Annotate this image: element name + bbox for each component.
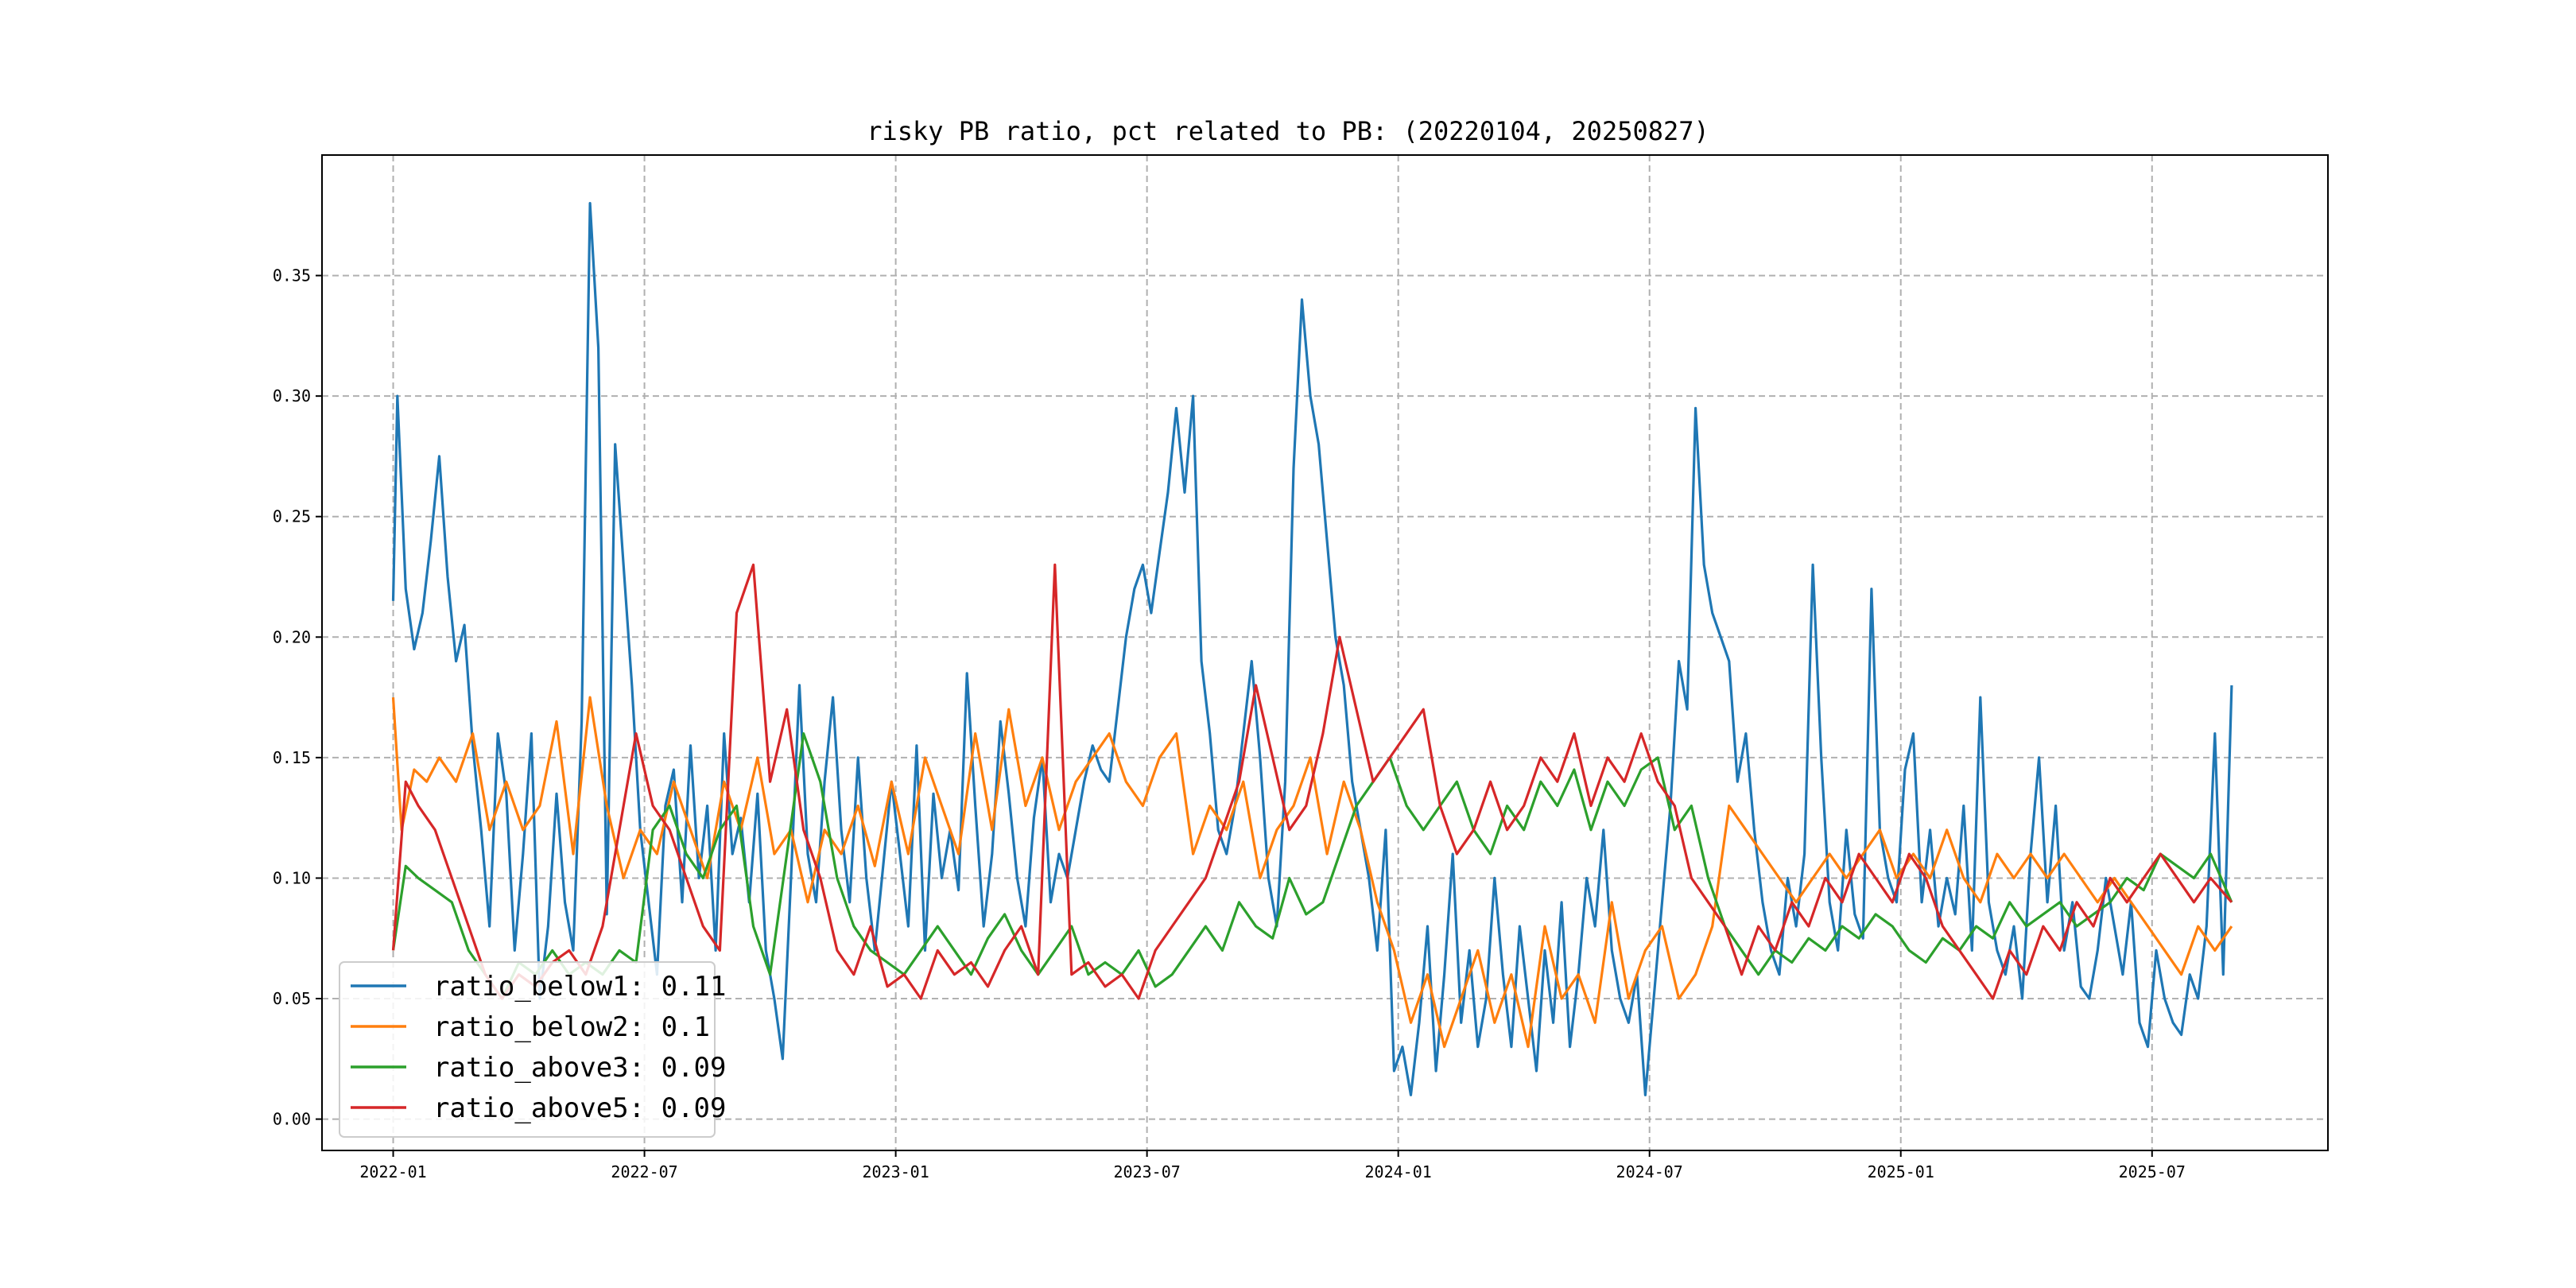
grid-lines [322, 155, 2328, 1150]
x-tick-label: 2023-01 [862, 1162, 929, 1181]
legend-box [339, 961, 716, 1138]
y-tick-label: 0.35 [273, 266, 311, 285]
legend: ratio_below1: 0.11 ratio_below2: 0.1 ratio… [339, 961, 726, 1138]
x-tick-label: 2022-07 [611, 1162, 677, 1181]
y-tick-label: 0.25 [273, 507, 311, 526]
y-tick-label: 0.00 [273, 1110, 311, 1129]
y-tick-label: 0.20 [273, 627, 311, 646]
y-tick-label: 0.15 [273, 748, 311, 767]
x-tick-label: 2023-07 [1113, 1162, 1180, 1181]
x-tick-label: 2025-01 [1868, 1162, 1934, 1181]
legend-label-ratio_above5: ratio_above5: 0.09 [433, 1092, 726, 1124]
chart-title: risky PB ratio, pct related to PB: (2022… [867, 116, 1709, 146]
legend-label-ratio_above3: ratio_above3: 0.09 [433, 1052, 726, 1084]
y-tick-label: 0.10 [273, 868, 311, 887]
y-tick-label: 0.30 [273, 386, 311, 405]
x-tick-label: 2024-07 [1616, 1162, 1683, 1181]
x-tick-label: 2025-07 [2119, 1162, 2186, 1181]
x-tick-label: 2022-01 [359, 1162, 426, 1181]
series-line-ratio_below1 [391, 202, 2233, 1096]
legend-label-ratio_below1: ratio_below1: 0.11 [433, 971, 726, 1003]
series-line-ratio_above5 [391, 563, 2233, 1000]
legend-label-ratio_below2: ratio_below2: 0.1 [433, 1011, 710, 1043]
series-line-ratio_above3 [391, 731, 2233, 1000]
series-lines [391, 202, 2233, 1096]
y-axis: 0.00 0.05 0.10 0.15 0.20 0.25 0.30 0.35 [273, 266, 322, 1129]
x-axis: 2022-01 2022-07 2023-01 2023-07 2024-01 2024-… [359, 1150, 2186, 1181]
y-tick-label: 0.05 [273, 989, 311, 1008]
series-line-ratio_below2 [391, 696, 2233, 1049]
x-tick-label: 2024-01 [1365, 1162, 1432, 1181]
axes-frame [321, 154, 2329, 1151]
